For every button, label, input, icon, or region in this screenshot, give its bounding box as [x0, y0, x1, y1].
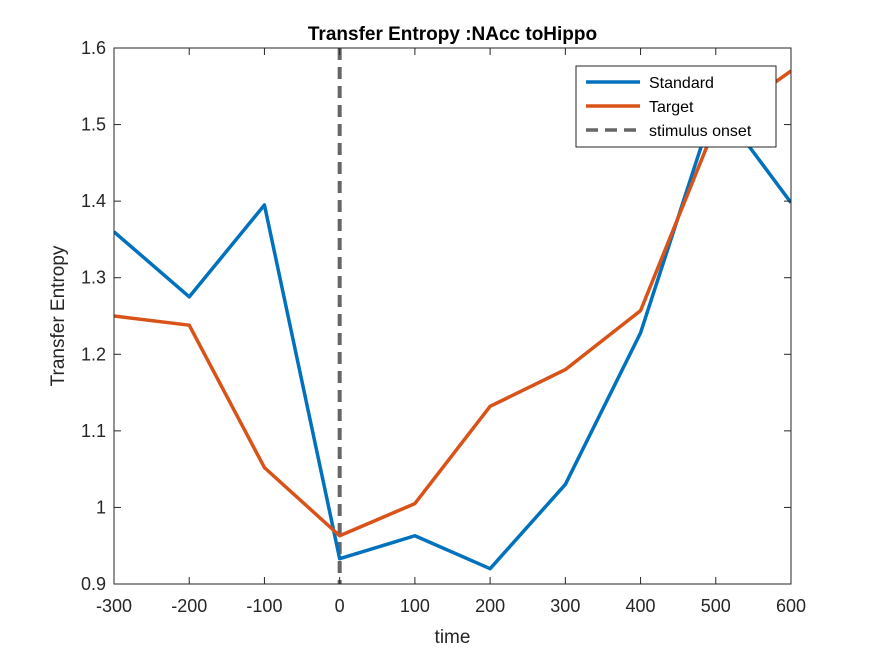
y-tick-label: 1.5 — [81, 115, 106, 135]
x-tick-label: 300 — [550, 596, 580, 616]
y-axis-label: Transfer Entropy — [48, 245, 69, 386]
y-tick-label: 0.9 — [81, 574, 106, 594]
data-layer — [114, 48, 791, 584]
x-tick-label: 100 — [400, 596, 430, 616]
legend-label-stimulus-onset: stimulus onset — [649, 123, 752, 140]
y-tick-label: 1.1 — [81, 421, 106, 441]
legend: Standard Target stimulus onset — [575, 65, 777, 148]
x-tick-label: 600 — [776, 596, 806, 616]
y-tick-label: 1.2 — [81, 344, 106, 364]
x-tick-label: 0 — [335, 596, 345, 616]
y-tick-label: 1 — [96, 497, 106, 517]
y-tick-label: 1.6 — [81, 38, 106, 58]
x-tick-label: -200 — [171, 596, 207, 616]
y-tick-label: 1.3 — [81, 268, 106, 288]
series-line-target — [114, 69, 791, 538]
plot-frame — [113, 47, 792, 585]
legend-label-target: Target — [649, 99, 694, 116]
y-tick-label: 1.4 — [81, 191, 106, 211]
x-axis-label: time — [435, 627, 471, 648]
x-tick-label: 400 — [626, 596, 656, 616]
legend-label-standard: Standard — [649, 75, 714, 92]
x-tick-label: -300 — [96, 596, 132, 616]
x-tick-label: -100 — [246, 596, 282, 616]
series-line-standard — [114, 99, 791, 571]
plot-area — [114, 48, 791, 584]
tick-layer: -300 -200 -100 0 100 200 300 400 500 600 0.9 1 1.1 1.… — [81, 38, 806, 616]
x-tick-label: 200 — [475, 596, 505, 616]
x-tick-label: 500 — [701, 596, 731, 616]
chart-title: Transfer Entropy :NAcc toHippo — [308, 24, 597, 45]
